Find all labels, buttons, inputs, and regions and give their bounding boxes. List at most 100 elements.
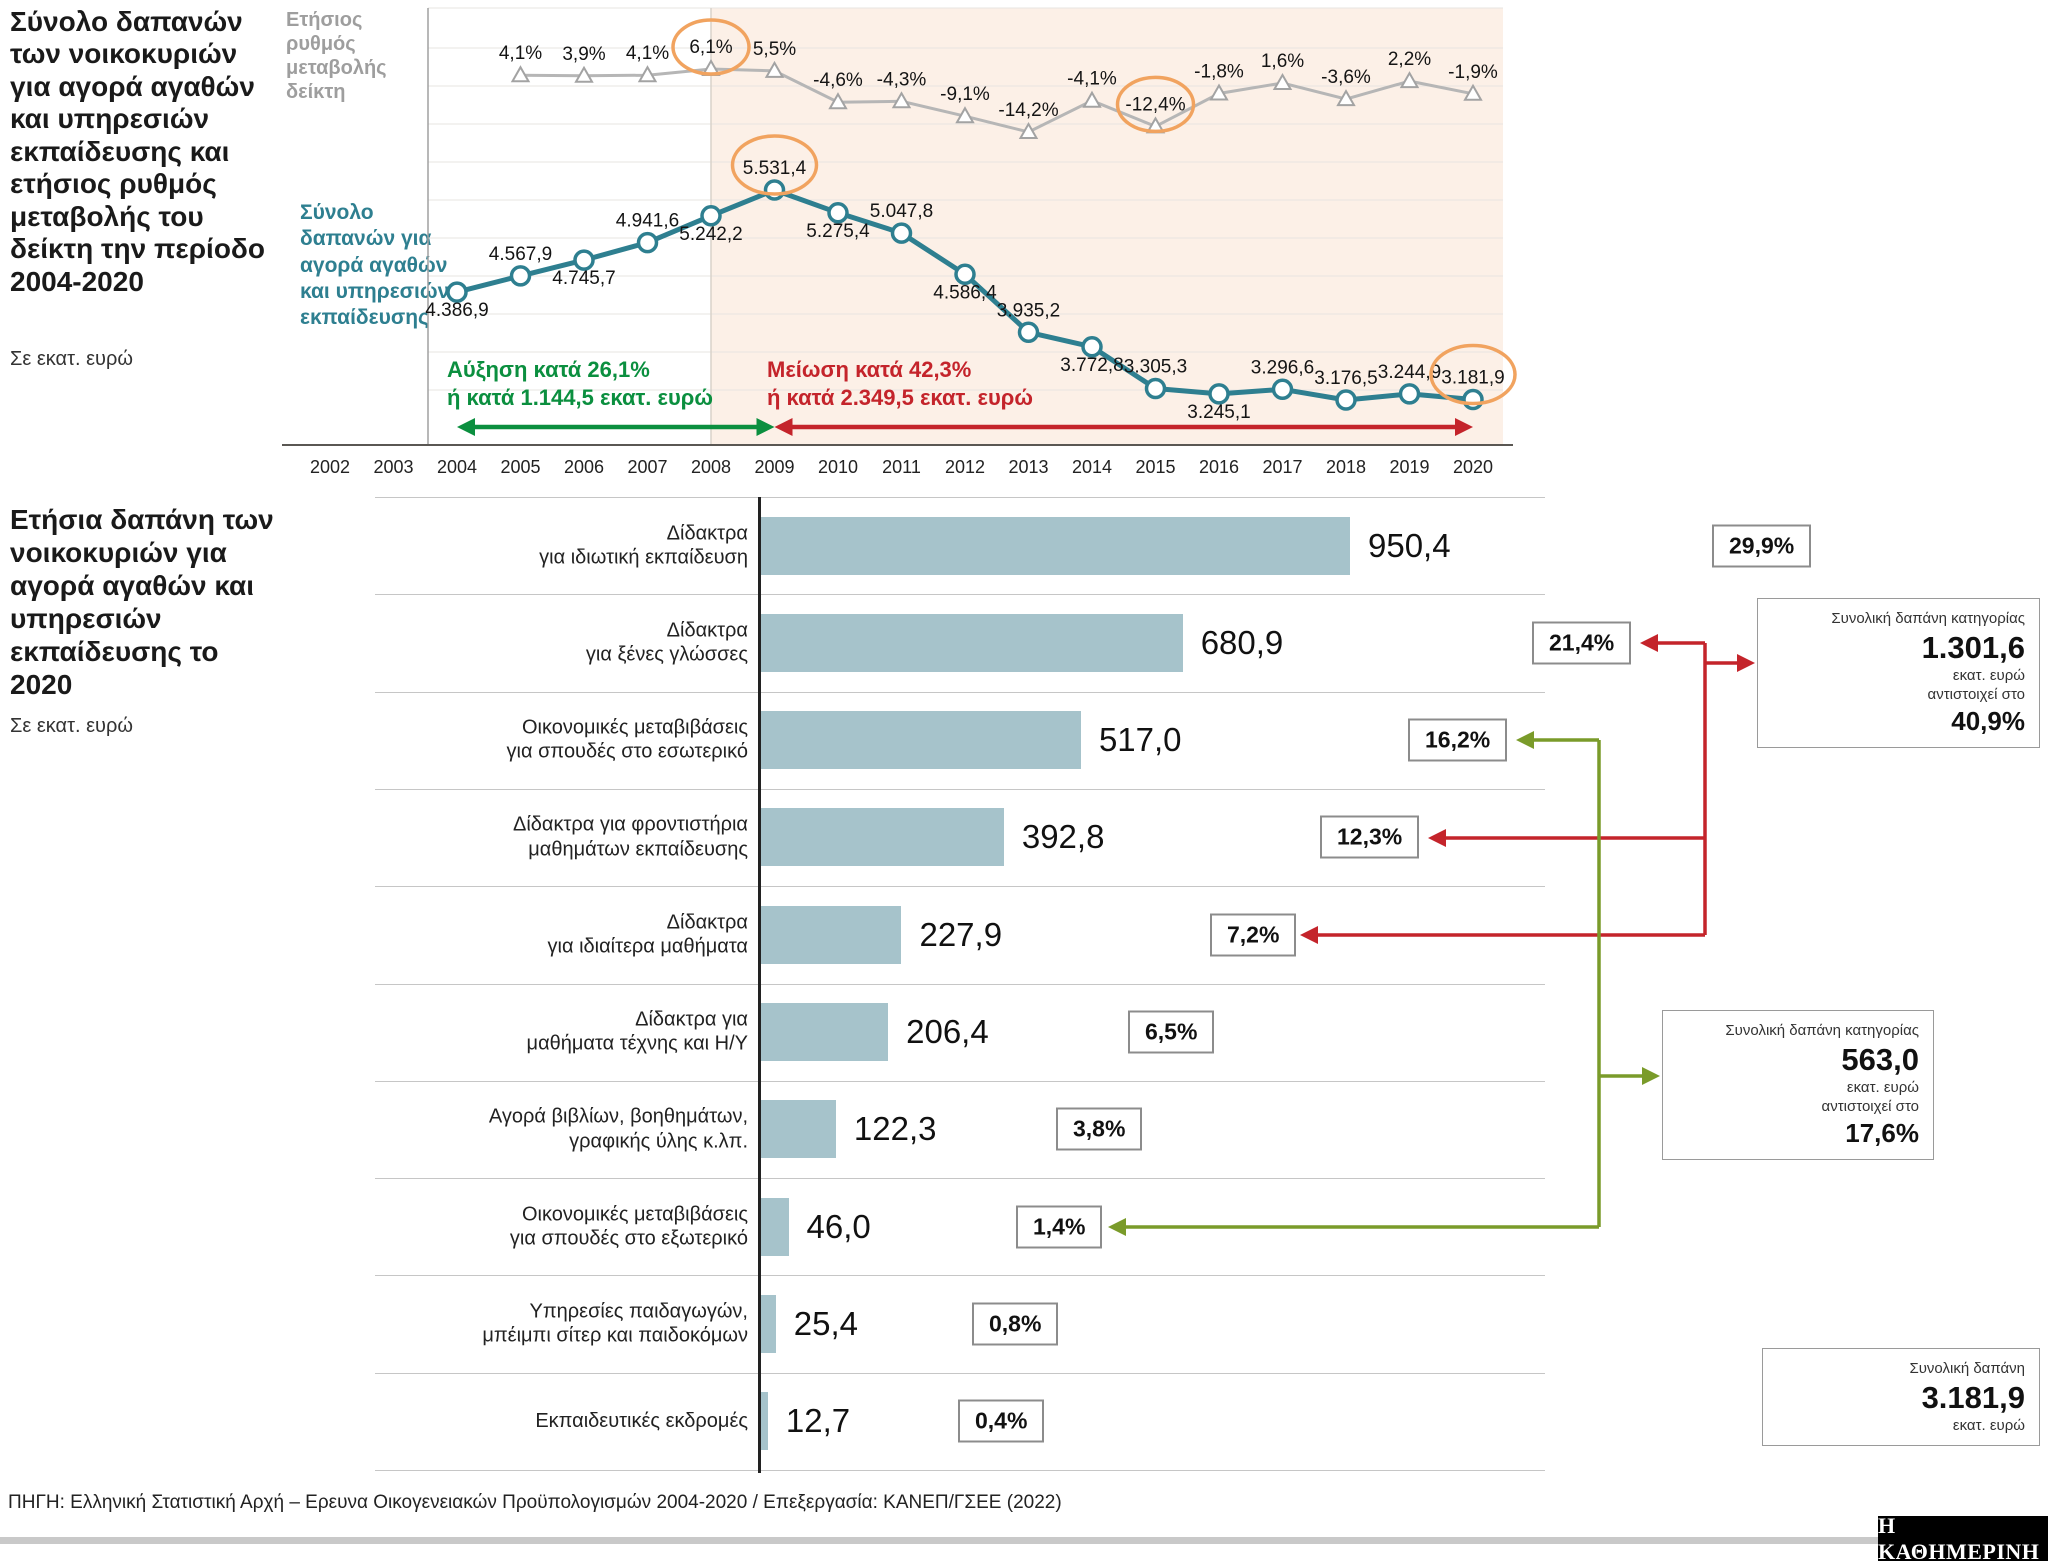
spending-point-marker xyxy=(890,222,913,244)
chart-text-label: 2,2% xyxy=(1388,49,1431,70)
chart-text-label: 2008 xyxy=(691,457,731,477)
chart-text-label: 2012 xyxy=(945,457,985,477)
chart-text-label: 2019 xyxy=(1389,457,1429,477)
bar-value: 227,9 xyxy=(919,915,1003,953)
summary-box-unit: εκατ. ευρώ xyxy=(1952,666,2025,684)
rate-point-marker xyxy=(1272,72,1293,90)
rate-point-marker xyxy=(1209,83,1229,101)
chart-text-label: 1,6% xyxy=(1261,51,1304,72)
bar-category-label: Δίδακτρα για ιδιαίτερα μαθήματα xyxy=(547,911,749,958)
chart-text-label: 2020 xyxy=(1453,457,1493,477)
footer-divider xyxy=(0,1537,2048,1544)
chart-text-label: 2015 xyxy=(1135,457,1175,477)
bar-percent-box: 7,2% xyxy=(1210,913,1297,957)
chart-text-label: -4,1% xyxy=(1067,69,1117,90)
bar-percent-box: 0,4% xyxy=(958,1399,1045,1443)
row-divider xyxy=(375,594,1545,596)
spending-point-marker xyxy=(509,265,532,287)
summary-box-unit: εκατ. ευρώ xyxy=(1846,1078,1919,1096)
bar xyxy=(760,1392,768,1451)
chart-text-label: -12,4% xyxy=(1125,94,1185,115)
rate-point-marker xyxy=(1399,71,1420,89)
rate-point-marker xyxy=(764,60,785,78)
rate-series-label: Ετήσιος ρυθμός μεταβολής δείκτη xyxy=(286,9,387,103)
decrease-annotation-line1: Μείωση κατά 42,3% xyxy=(767,357,972,382)
chart-text-label: 2011 xyxy=(882,457,921,477)
bar xyxy=(760,1197,789,1256)
chart-text-label: 3.772,8 xyxy=(1060,355,1123,376)
bar xyxy=(760,613,1183,672)
spending-point-marker xyxy=(1335,389,1357,411)
summary-box-amount: 3.181,9 xyxy=(1921,1379,2025,1415)
spending-point-marker xyxy=(636,231,659,254)
chart-text-label: 2010 xyxy=(818,457,858,477)
chart-text-label: 2004 xyxy=(437,457,477,477)
summary-box-percent: 40,9% xyxy=(1951,705,2025,736)
summary-box-note: αντιστοιχεί στο xyxy=(1821,1098,1919,1116)
bar xyxy=(760,1294,776,1353)
spending-point-marker xyxy=(827,202,849,224)
bar-value: 392,8 xyxy=(1021,818,1105,856)
top-chart-title: Σύνολο δαπανών των νοικοκυριών για αγορά… xyxy=(10,6,266,297)
spending-point-marker xyxy=(1271,378,1294,401)
bar-row: Αγορά βιβλίων, βοηθημάτων, γραφικής ύλης… xyxy=(0,1080,2048,1178)
summary-box-amount: 1.301,6 xyxy=(1921,629,2025,665)
bar xyxy=(760,808,1004,867)
bar-category-label: Οικονομικές μεταβιβάσεις για σπουδές στο… xyxy=(506,716,748,764)
chart-text-label: 2017 xyxy=(1262,457,1302,477)
spending-point-marker xyxy=(954,263,976,286)
chart-text-label: 4.567,9 xyxy=(489,244,552,265)
rate-point-marker xyxy=(1336,89,1356,107)
chart-text-label: -14,2% xyxy=(998,100,1058,121)
source-line: ΠΗΓΗ: Ελληνική Στατιστική Αρχή – Ερευνα … xyxy=(8,1492,1062,1513)
spending-point-marker xyxy=(446,281,468,303)
row-divider xyxy=(375,691,1545,693)
bar-category-label: Εκπαιδευτικές εκδρομές xyxy=(535,1409,748,1432)
row-divider xyxy=(375,1178,1545,1180)
bar-percent-box: 21,4% xyxy=(1532,621,1632,665)
summary-box-title: Συνολική δαπάνη κατηγορίας xyxy=(1725,1022,1919,1039)
bar xyxy=(760,905,902,964)
bar xyxy=(760,1003,889,1061)
bar-category-label: Δίδακτρα για ξένες γλώσσες xyxy=(585,619,748,666)
bar-value: 206,4 xyxy=(906,1013,989,1050)
chart-text-label: -9,1% xyxy=(940,84,990,105)
spending-point-marker xyxy=(1081,336,1103,358)
bar xyxy=(760,711,1081,770)
rate-point-marker xyxy=(637,65,658,83)
chart-text-label: 4.586,4 xyxy=(933,282,997,303)
bar-row: Δίδακτρα για φροντιστήρια μαθημάτων εκπα… xyxy=(0,788,2048,886)
chart-text-label: -4,3% xyxy=(877,69,927,90)
row-divider xyxy=(375,1470,1545,1471)
bar-row: Δίδακτρα για ιδιωτική εκπαίδευση 950,4 29,… xyxy=(0,497,2048,594)
rate-point-marker xyxy=(1018,121,1039,139)
chart-text-label: 4.386,9 xyxy=(425,300,488,321)
bar-value: 25,4 xyxy=(793,1304,858,1342)
highlight-circle xyxy=(730,134,819,196)
summary-box-title: Συνολική δαπάνη κατηγορίας xyxy=(1831,610,2025,627)
summary-box-percent: 17,6% xyxy=(1845,1117,1919,1148)
chart-text-label: 5.275,4 xyxy=(806,221,870,242)
chart-text-label: 3.296,6 xyxy=(1251,357,1314,378)
row-divider xyxy=(375,1080,1545,1082)
row-divider xyxy=(375,886,1545,888)
spending-point-marker xyxy=(1144,377,1167,400)
highlight-circle xyxy=(671,18,751,76)
increase-annotation-line1: Αύξηση κατά 26,1% xyxy=(447,357,650,382)
spending-point-marker xyxy=(573,249,595,271)
spending-point-marker xyxy=(700,205,722,227)
summary-box-unit: εκατ. ευρώ xyxy=(1952,1416,2025,1434)
chart-text-label: 4,1% xyxy=(499,43,542,64)
chart-text-label: 2006 xyxy=(564,457,604,477)
bar-value: 122,3 xyxy=(853,1110,937,1148)
decrease-annotation-line2: ή κατά 2.349,5 εκατ. ευρώ xyxy=(767,385,1033,411)
bar-value: 12,7 xyxy=(785,1402,851,1440)
line-chart: 2002 2003 2004 2005 2006 2007 2008 2009 2010 2011… xyxy=(282,7,1517,477)
chart-text-label: 3.305,3 xyxy=(1124,357,1187,378)
bar-row: Δίδακτρα για μαθήματα τέχνης και Η/Υ 206,… xyxy=(0,983,2048,1081)
bar-category-label: Δίδακτρα για φροντιστήρια μαθημάτων εκπα… xyxy=(512,814,748,861)
spending-series-label: Σύνολο δαπανών για αγορά αγαθών και υπηρ… xyxy=(300,201,450,329)
bar-row: Δίδακτρα για ξένες γλώσσες 680,9 21,4% xyxy=(0,594,2048,691)
rate-point-marker xyxy=(891,91,912,109)
